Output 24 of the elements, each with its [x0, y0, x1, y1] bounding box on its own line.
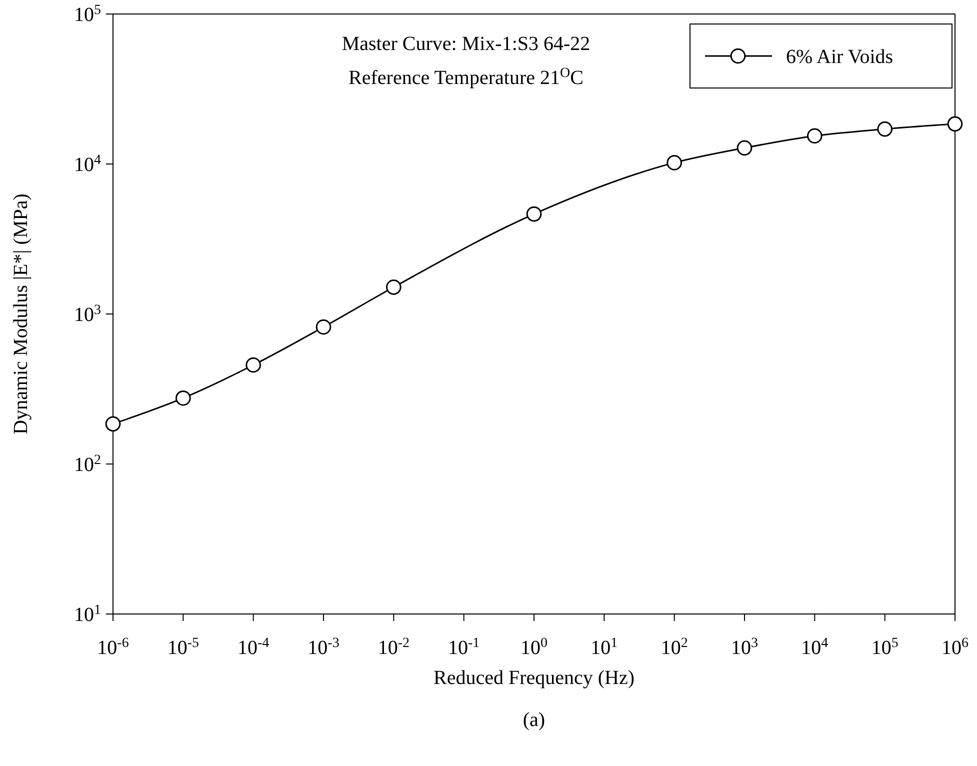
y-tick-label: 10$^{5}$ [74, 2, 101, 26]
x-tick-label: 10$^{3}$ [731, 636, 758, 659]
y-axis-title: Dynamic Modulus |E*| (MPa) [10, 194, 32, 434]
x-tick-label: 10$^{-3}$ [308, 636, 340, 659]
x-tick-label: 10$^{-1}$ [448, 636, 480, 659]
x-axis-title: Reduced Frequency (Hz) [433, 667, 635, 689]
x-tick-label: 10$^{-2}$ [378, 636, 410, 659]
x-tick-label: 10$^{-5}$ [167, 636, 200, 659]
annotation: Master Curve: Mix-1:S3 64-22 [342, 33, 590, 55]
x-tick-label: 10$^{6}$ [942, 636, 968, 659]
y-tick-label: 10$^{3}$ [74, 302, 101, 326]
legend-label: 6% Air Voids [786, 46, 894, 68]
x-tick-label: 10$^{4}$ [801, 636, 828, 659]
x-tick-label: 10$^{2}$ [660, 636, 688, 659]
y-tick-label: 10$^{2}$ [74, 452, 101, 476]
x-tick-label: 10$^{-6}$ [97, 636, 129, 659]
y-tick-label: 10$^{1}$ [74, 602, 101, 626]
x-tick-label: 10$^{0}$ [520, 636, 548, 659]
x-tick-label: 10$^{5}$ [871, 636, 898, 659]
y-tick-label: 10$^{4}$ [74, 152, 101, 176]
x-tick-label: 10$^{1}$ [590, 636, 618, 659]
text: (a) [522, 709, 546, 731]
x-tick-label: 10$^{-4}$ [237, 636, 270, 659]
annotation: Reference Temperature 21$^{O}$C [348, 66, 584, 89]
